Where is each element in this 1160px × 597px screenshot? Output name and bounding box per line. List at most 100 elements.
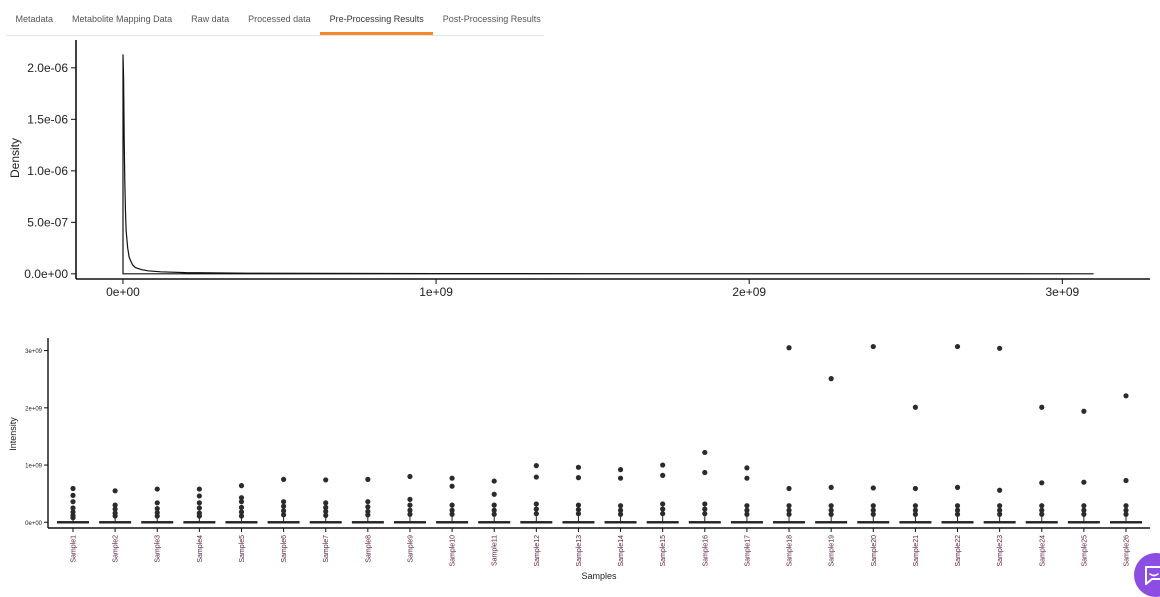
outlier-point	[112, 488, 118, 494]
outlier-point	[1123, 511, 1129, 517]
outlier-point	[997, 503, 1003, 509]
tab-post-processing-results[interactable]: Post-Processing Results	[442, 14, 541, 24]
sample-tick-label: Sample2	[113, 535, 120, 563]
outlier-point	[407, 496, 413, 502]
outlier-point	[281, 503, 287, 509]
outlier-point	[786, 503, 792, 509]
samples-x-axis-label: Samples	[581, 571, 617, 581]
outlier-point	[238, 499, 245, 505]
outlier-point	[491, 511, 497, 517]
density-x-tick-label: 1e+09	[419, 285, 453, 299]
outlier-point	[744, 511, 750, 517]
outlier-point	[828, 507, 834, 513]
outlier-point	[828, 376, 834, 382]
outlier-point	[323, 512, 329, 519]
tab-pre-processing-results[interactable]: Pre-Processing Results	[320, 6, 434, 35]
outlier-point	[786, 345, 792, 351]
outlier-point	[196, 486, 202, 492]
sample-tick-label: Sample1	[71, 535, 78, 563]
intensity-y-tick-label: 2e+09	[25, 406, 43, 412]
sample-tick-label: Sample6	[281, 535, 288, 563]
outlier-point	[154, 486, 160, 492]
density-y-tick-label: 1.5e-06	[27, 112, 68, 126]
outlier-point	[997, 345, 1003, 351]
sample-tick-label: Sample25	[1081, 535, 1088, 567]
outlier-point	[954, 343, 961, 350]
outlier-point	[112, 513, 118, 519]
outlier-point	[491, 491, 497, 497]
density-x-tick-label: 2e+09	[732, 285, 766, 299]
outlier-point	[1081, 479, 1087, 485]
sample-tick-label: Sample12	[534, 535, 541, 567]
outlier-point	[365, 476, 371, 482]
intensity-boxplot: Intensity Samples 0e+00 1e+09 2e+09 3e+09 S…	[8, 338, 1150, 581]
outlier-point	[196, 500, 202, 506]
outlier-point	[702, 501, 708, 507]
outlier-point	[196, 493, 202, 499]
outlier-point	[154, 505, 160, 512]
sample-tick-label: Sample10	[450, 535, 457, 567]
outlier-point	[997, 487, 1003, 493]
outlier-point	[912, 485, 919, 492]
outlier-point	[70, 485, 76, 492]
outlier-point	[281, 508, 287, 514]
outlier-point	[1081, 408, 1087, 414]
outlier-point	[407, 507, 413, 513]
outlier-point	[407, 511, 413, 517]
tab-metabolite-mapping-data[interactable]: Metabolite Mapping Data	[72, 14, 173, 24]
outlier-point	[407, 502, 413, 508]
outlier-point	[575, 464, 582, 470]
outlier-point	[491, 502, 497, 508]
outlier-point	[954, 507, 961, 513]
outlier-point	[112, 502, 118, 508]
outlier-point	[617, 467, 624, 473]
outlier-point	[112, 506, 118, 512]
sample-tick-label: Sample5	[239, 535, 246, 563]
outlier-point	[702, 469, 708, 476]
outlier-point	[744, 503, 750, 509]
outlier-point	[70, 505, 76, 511]
density-y-tick-label: 2.0e-06	[27, 61, 68, 75]
outlier-point	[238, 513, 245, 519]
tab-raw-data[interactable]: Raw data	[191, 14, 230, 24]
sample-tick-label: Sample26	[1124, 535, 1131, 567]
tab-bar: Metadata Metabolite Mapping Data Raw dat…	[6, 6, 544, 36]
outlier-point	[702, 511, 708, 517]
tab-processed-data[interactable]: Processed data	[248, 14, 311, 24]
outlier-point	[617, 507, 624, 513]
sample-tick-label: Sample21	[913, 535, 920, 567]
outlier-point	[1123, 477, 1129, 484]
outlier-point	[575, 475, 582, 481]
outlier-point	[702, 506, 708, 512]
outlier-point	[660, 472, 666, 478]
outlier-point	[660, 506, 666, 512]
density-plot: Density 0.0e+00 5.0e-07 1.0e-06 1.5e-06 2.0e…	[8, 40, 1150, 299]
tab-metadata[interactable]: Metadata	[15, 14, 54, 24]
outlier-point	[533, 501, 539, 507]
outlier-point	[660, 462, 666, 468]
outlier-point	[449, 502, 455, 508]
outlier-point	[323, 477, 329, 483]
outlier-point	[870, 343, 876, 350]
outlier-point	[238, 483, 245, 489]
density-curve	[122, 54, 1094, 275]
outlier-point	[912, 511, 919, 517]
outlier-point	[365, 512, 371, 518]
chat-icon	[1145, 566, 1160, 585]
sample-tick-label: Sample22	[955, 535, 962, 567]
outlier-point	[1123, 503, 1129, 509]
density-x-tick-label: 0e+00	[106, 285, 140, 299]
sample-tick-label: Sample11	[492, 535, 499, 566]
sample-tick-label: Sample9	[407, 535, 414, 563]
outlier-point	[154, 500, 160, 506]
outlier-point	[281, 499, 287, 505]
outlier-point	[870, 485, 876, 491]
outlier-point	[575, 502, 582, 508]
outlier-point	[533, 474, 539, 480]
outlier-point	[870, 507, 876, 513]
outlier-point	[70, 499, 76, 505]
density-y-axis-label: Density	[8, 138, 22, 178]
outlier-point	[912, 404, 919, 410]
outlier-point	[870, 511, 876, 517]
outlier-point	[828, 503, 834, 509]
